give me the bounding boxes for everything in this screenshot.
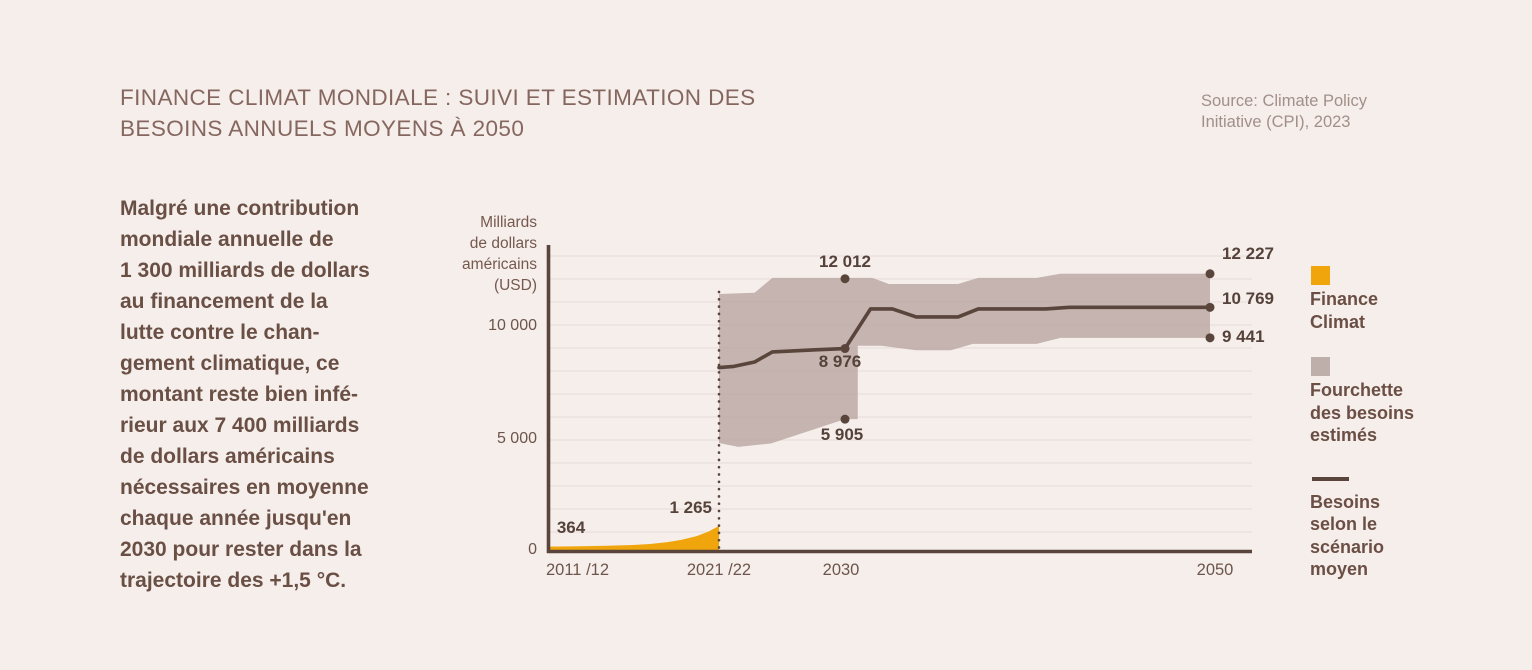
- legend-item-mean-scenario: Besoins selon le scénario moyen: [1310, 491, 1385, 580]
- data-label-364: 364: [556, 518, 586, 537]
- finance-climat-swatch: [1311, 266, 1330, 285]
- data-label-12012: 12 012: [819, 252, 871, 271]
- x-tick-2021-22: 2021 /22: [686, 561, 752, 579]
- y-tick-0: 0: [528, 541, 537, 558]
- data-point-dot: [840, 274, 850, 284]
- x-tick-2050: 2050: [1196, 561, 1234, 579]
- needs-range-band: [719, 273, 1210, 447]
- data-point-dot: [1205, 302, 1215, 312]
- source-credit: Source: Climate Policy Initiative (CPI),…: [1201, 92, 1367, 131]
- legend: Finance Climat Fourchette des besoins es…: [1310, 266, 1450, 581]
- data-label-9441: 9 441: [1222, 327, 1265, 346]
- y-axis-title: Milliards de dollars américains (USD): [462, 214, 537, 294]
- y-tick-10000: 10 000: [488, 317, 537, 334]
- legend-item-needs-range: Fourchette des besoins estimés: [1310, 380, 1415, 445]
- data-point-dot: [1205, 333, 1215, 343]
- data-label-10769: 10 769: [1222, 289, 1274, 308]
- needs-range-swatch: [1311, 357, 1330, 376]
- data-point-dot: [840, 344, 850, 354]
- mean-scenario-line-swatch: [1312, 476, 1349, 481]
- data-label-8976: 8 976: [818, 352, 862, 371]
- page-title: FINANCE CLIMAT MONDIALE : SUIVI ET ESTIM…: [120, 85, 756, 141]
- data-label-12227: 12 227: [1222, 244, 1274, 263]
- data-point-dot: [840, 414, 850, 424]
- scenario-mean-line: [717, 305, 1212, 370]
- x-tick-2030: 2030: [822, 561, 860, 579]
- data-point-dot: [1205, 269, 1215, 279]
- intro-paragraph: Malgré une contribution mondiale annuell…: [120, 197, 370, 592]
- y-tick-5000: 5 000: [496, 430, 537, 447]
- data-label-1265: 1 265: [669, 498, 712, 517]
- x-tick-2011-12: 2011 /12: [546, 561, 610, 579]
- data-label-5905: 5 905: [820, 425, 864, 444]
- legend-item-finance-climat: Finance Climat: [1310, 289, 1379, 332]
- finance-climat-area: [547, 525, 719, 553]
